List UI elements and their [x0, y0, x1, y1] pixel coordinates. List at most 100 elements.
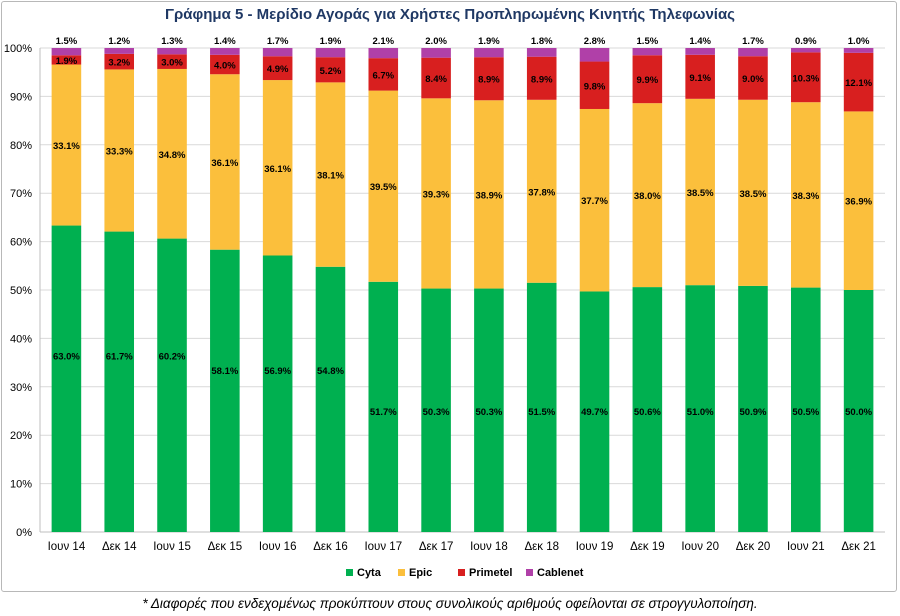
- data-label-cablenet: 1.4%: [689, 36, 711, 47]
- data-label-primetel: 9.9%: [637, 75, 659, 86]
- data-label-cyta: 61.7%: [106, 351, 133, 362]
- x-tick-label: Δεκ 20: [736, 541, 771, 553]
- legend-swatch-epic: [398, 569, 405, 576]
- bar-primetel: [632, 55, 663, 104]
- bar-cablenet: [685, 48, 715, 55]
- y-tick-label: 40%: [10, 333, 32, 345]
- data-label-epic: 33.3%: [106, 146, 133, 157]
- data-label-cablenet: 1.4%: [214, 36, 236, 47]
- bar-cablenet: [632, 48, 663, 56]
- data-label-cyta: 50.0%: [845, 407, 872, 418]
- data-label-epic: 38.5%: [740, 189, 767, 200]
- data-label-epic: 37.8%: [528, 187, 555, 198]
- bar-cyta: [632, 287, 663, 532]
- data-label-primetel: 6.7%: [372, 70, 394, 81]
- bar-primetel: [210, 54, 240, 75]
- data-label-cablenet: 1.9%: [320, 36, 342, 47]
- bar-epic: [210, 74, 240, 250]
- data-label-cyta: 60.2%: [159, 351, 186, 362]
- legend-label-cyta: Cyta: [357, 567, 382, 579]
- bar-cyta: [157, 238, 187, 532]
- bar-epic: [632, 103, 663, 288]
- bar-cablenet: [790, 48, 821, 53]
- y-tick-label: 20%: [10, 430, 32, 442]
- bar-epic: [526, 99, 557, 283]
- bar-primetel: [368, 58, 399, 91]
- bar-cablenet: [368, 48, 399, 59]
- bar-primetel: [526, 56, 557, 100]
- data-label-primetel: 5.2%: [320, 66, 342, 77]
- x-tick-label: Ιουν 19: [576, 541, 614, 553]
- bar-primetel: [315, 57, 346, 83]
- data-label-epic: 34.8%: [159, 150, 186, 161]
- bar-primetel: [421, 57, 451, 99]
- bar-cyta: [474, 288, 504, 532]
- x-tick-label: Δεκ 18: [524, 541, 559, 553]
- bar-cyta: [526, 282, 557, 532]
- data-label-epic: 38.5%: [687, 188, 714, 199]
- data-label-cablenet: 2.8%: [584, 36, 606, 47]
- data-label-primetel: 12.1%: [845, 78, 872, 89]
- legend-label-cablenet: Cablenet: [537, 567, 584, 579]
- data-label-primetel: 1.9%: [56, 56, 78, 67]
- data-label-cablenet: 1.5%: [637, 36, 659, 47]
- x-tick-label: Δεκ 19: [630, 541, 665, 553]
- data-label-epic: 39.5%: [370, 182, 397, 193]
- bar-cablenet: [210, 48, 240, 55]
- bar-cablenet: [157, 48, 187, 55]
- bar-epic: [738, 99, 768, 286]
- bar-primetel: [104, 53, 135, 70]
- bar-primetel: [685, 54, 715, 99]
- y-tick-label: 100%: [4, 43, 32, 55]
- data-label-primetel: 3.2%: [108, 58, 130, 69]
- bar-cablenet: [315, 48, 346, 58]
- x-tick-label: Δεκ 21: [841, 541, 876, 553]
- data-label-cablenet: 0.9%: [795, 36, 817, 47]
- bar-cablenet: [104, 48, 135, 54]
- bar-primetel: [579, 61, 610, 109]
- bar-cyta: [262, 255, 293, 532]
- data-label-epic: 37.7%: [581, 196, 608, 207]
- bar-epic: [685, 98, 715, 286]
- bar-epic: [368, 90, 399, 282]
- data-label-epic: 38.1%: [317, 171, 344, 182]
- x-tick-label: Ιουν 16: [259, 541, 297, 553]
- x-tick-label: Δεκ 17: [419, 541, 454, 553]
- data-label-cyta: 49.7%: [581, 407, 608, 418]
- data-label-epic: 36.1%: [264, 164, 291, 175]
- bar-epic: [51, 64, 82, 226]
- data-label-cyta: 56.9%: [264, 366, 291, 377]
- bar-cablenet: [843, 48, 874, 53]
- data-label-epic: 38.3%: [792, 191, 819, 202]
- data-label-cablenet: 1.0%: [848, 36, 870, 47]
- data-label-cablenet: 1.9%: [478, 36, 500, 47]
- bar-cablenet: [579, 48, 610, 62]
- bar-epic: [579, 108, 610, 292]
- bar-epic: [421, 98, 451, 289]
- bar-epic: [262, 80, 293, 256]
- data-label-primetel: 3.0%: [161, 58, 183, 69]
- data-label-cablenet: 1.2%: [108, 36, 130, 47]
- x-tick-label: Ιουν 20: [681, 541, 719, 553]
- data-label-cyta: 51.7%: [370, 407, 397, 418]
- data-label-cyta: 50.5%: [792, 407, 819, 418]
- x-tick-label: Δεκ 15: [208, 541, 243, 553]
- bar-cyta: [843, 290, 874, 532]
- data-label-primetel: 9.0%: [742, 74, 764, 85]
- bar-cablenet: [262, 48, 293, 57]
- legend-label-primetel: Primetel: [469, 567, 512, 579]
- x-tick-label: Ιουν 17: [364, 541, 402, 553]
- footnote: * Διαφορές που ενδεχομένως προκύπτουν στ…: [142, 596, 758, 611]
- bar-cyta: [421, 288, 451, 532]
- x-tick-label: Ιουν 21: [787, 541, 825, 553]
- data-label-primetel: 8.9%: [531, 74, 553, 85]
- bar-cablenet: [421, 48, 451, 58]
- y-tick-label: 70%: [10, 188, 32, 200]
- bar-cablenet: [738, 48, 768, 57]
- bar-cablenet: [474, 48, 504, 58]
- stacked-bar-chart: 0% 10% 20% 30% 40% 50% 60% 70% 80% 90% 100% Ιουν 14…: [4, 36, 885, 579]
- data-label-cyta: 50.3%: [423, 407, 450, 418]
- bar-cyta: [738, 285, 768, 532]
- x-tick-label: Δεκ 16: [313, 541, 348, 553]
- data-label-epic: 36.1%: [211, 158, 238, 169]
